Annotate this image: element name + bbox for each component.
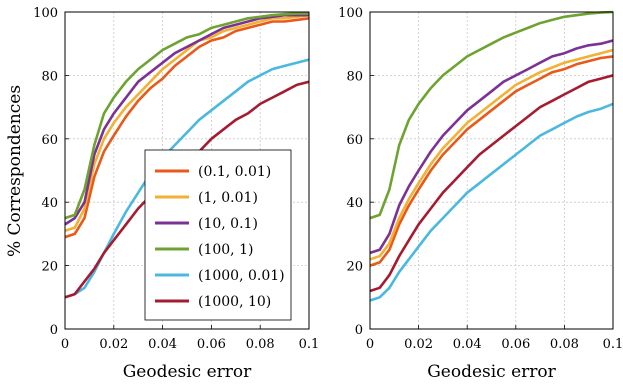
right-panel: 0 0.02 0.04 0.06 0.08 0.1 0 20 40 60 80 100 Geodesic… xyxy=(338,6,623,382)
series-line xyxy=(369,55,614,267)
series-line xyxy=(369,102,614,302)
x-tick-label: 0.02 xyxy=(404,337,433,352)
y-tick-label: 40 xyxy=(41,196,58,211)
x-tick-label: 0.08 xyxy=(246,337,275,352)
x-axis-label: Geodesic error xyxy=(427,362,556,382)
y-tick-label: 60 xyxy=(41,133,58,148)
y-tick-label: 20 xyxy=(41,260,58,275)
x-tick-label: 0.02 xyxy=(99,337,128,352)
legend-label: (1000, 10) xyxy=(198,294,271,310)
y-tick-label: 100 xyxy=(338,6,363,21)
y-tick-label: 0 xyxy=(355,323,363,338)
y-tick-label: 100 xyxy=(33,6,58,21)
x-axis-label: Geodesic error xyxy=(123,362,252,382)
x-tick-label: 0.06 xyxy=(197,337,226,352)
plot-frame xyxy=(369,11,614,330)
x-tick-label: 0.08 xyxy=(550,337,579,352)
series-line xyxy=(64,17,310,239)
series-line xyxy=(64,12,309,220)
legend: (0.1, 0.01) (1, 0.01) (10, 0.1) (100, 1) (10… xyxy=(144,149,292,321)
plot-frame xyxy=(64,11,310,330)
legend-label: (0.1, 0.01) xyxy=(198,164,271,180)
x-tick-label: 0 xyxy=(366,337,374,352)
x-tick-label: 0.1 xyxy=(299,337,320,352)
series-line xyxy=(64,13,309,226)
legend-label: (100, 1) xyxy=(198,242,253,258)
series-line xyxy=(369,10,614,220)
series-line xyxy=(64,13,310,232)
legend-label: (1000, 0.01) xyxy=(198,268,285,284)
legend-label: (1, 0.01) xyxy=(198,190,258,206)
x-tick-label: 0.06 xyxy=(501,337,530,352)
x-tick-label: 0 xyxy=(61,337,69,352)
legend-box xyxy=(144,149,292,321)
series-line xyxy=(369,74,614,293)
y-tick-label: 80 xyxy=(346,69,363,84)
y-tick-label: 80 xyxy=(41,69,58,84)
y-tick-label: 20 xyxy=(346,260,363,275)
y-tick-label: 40 xyxy=(346,196,363,211)
y-tick-label: 0 xyxy=(50,323,58,338)
x-tick-label: 0.04 xyxy=(453,337,482,352)
y-tick-label: 60 xyxy=(346,133,363,148)
x-tick-label: 0.1 xyxy=(603,337,623,352)
series-line xyxy=(369,39,614,255)
series-line xyxy=(369,48,614,261)
x-tick-label: 0.04 xyxy=(148,337,177,352)
y-axis-label: % Correspondences xyxy=(5,85,25,257)
legend-label: (10, 0.1) xyxy=(198,216,258,232)
